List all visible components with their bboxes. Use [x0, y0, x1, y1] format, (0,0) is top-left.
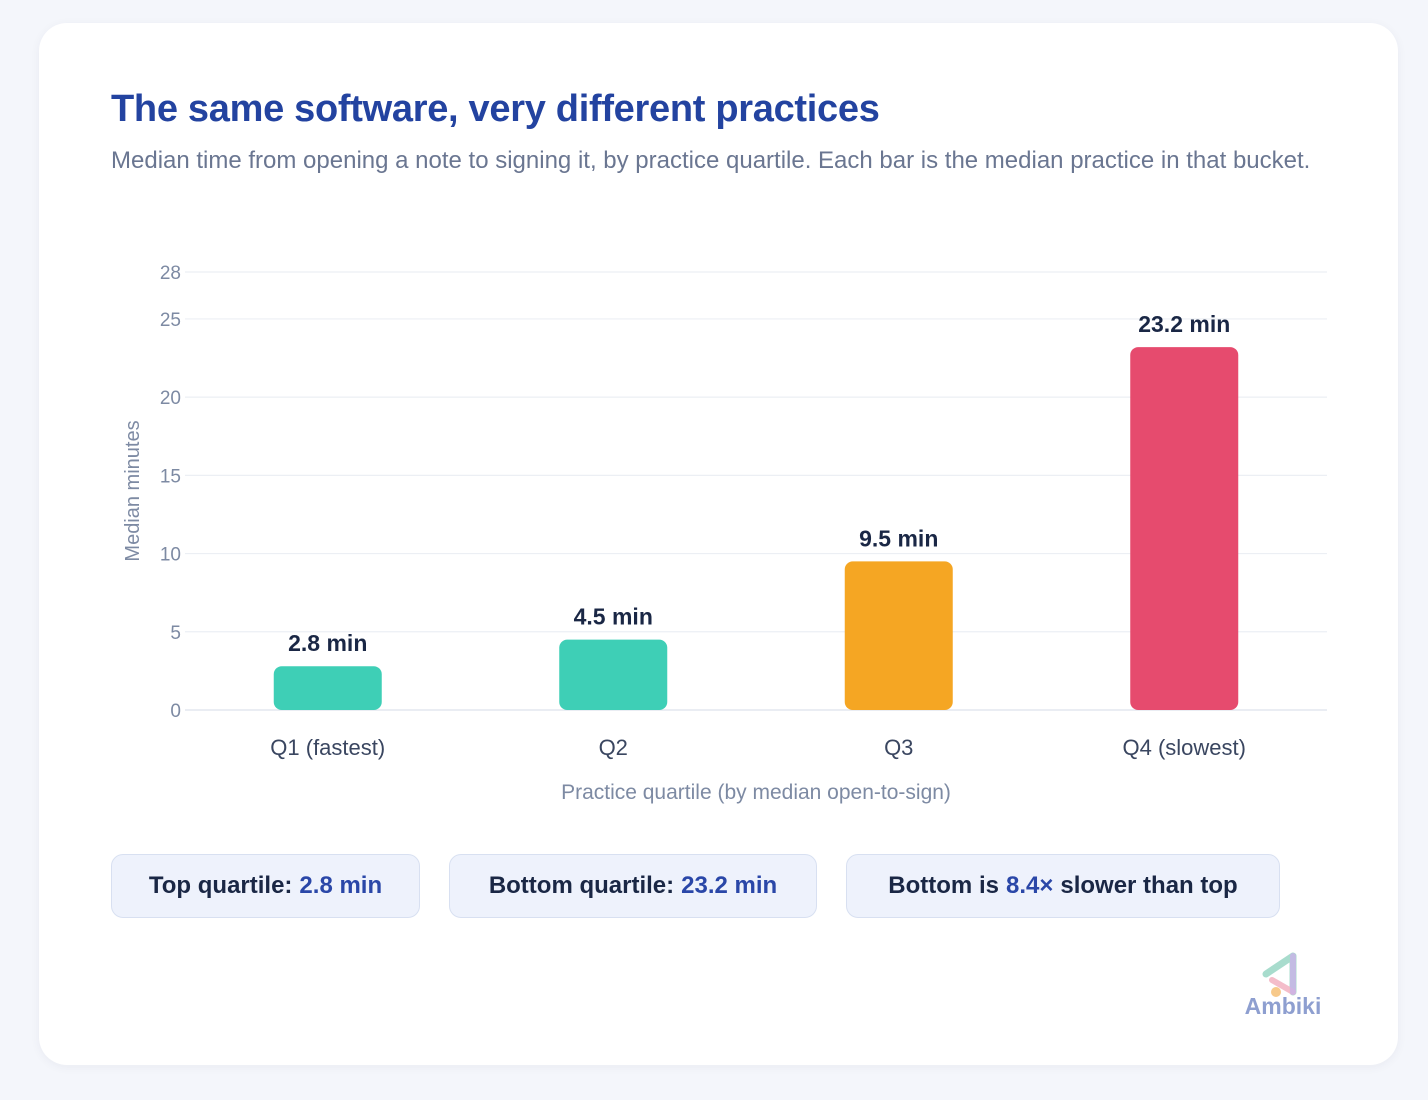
x-tick-label: Q3	[884, 735, 913, 760]
y-tick-label: 25	[160, 310, 181, 331]
brand-name: Ambiki	[1244, 993, 1322, 1019]
y-tick-label: 5	[170, 623, 181, 644]
page-subtitle: Median time from opening a note to signi…	[111, 147, 1311, 174]
stat-value: 8.4×	[1005, 872, 1054, 899]
bar-value-label: 23.2 min	[1138, 311, 1230, 337]
stat-label: Top quartile:	[148, 872, 293, 899]
bar-value-label: 4.5 min	[574, 604, 653, 630]
y-tick-label: 28	[160, 263, 181, 284]
y-tick-label: 0	[170, 701, 181, 722]
stat-ratio: Bottom is 8.4× slower than top	[846, 854, 1280, 918]
stat-label: Bottom quartile:	[488, 872, 675, 899]
x-tick-label: Q4 (slowest)	[1123, 735, 1246, 760]
x-axis-label: Practice quartile (by median open-to-sig…	[561, 781, 951, 804]
stat-label: Bottom is	[888, 872, 999, 899]
brand-logo: Ambiki	[1236, 950, 1330, 1022]
bar	[844, 561, 953, 710]
y-tick-label: 20	[160, 388, 181, 409]
stat-value: 2.8 min	[299, 872, 383, 899]
stat-value: 23.2 min	[681, 872, 778, 899]
page-title: The same software, very different practi…	[111, 88, 880, 130]
y-tick-label: 10	[160, 545, 181, 566]
bar-value-label: 9.5 min	[859, 525, 938, 551]
stat-bottom-quartile: Bottom quartile: 23.2 min	[449, 854, 817, 918]
bar	[273, 666, 382, 710]
y-axis-label: Median minutes	[122, 420, 144, 561]
y-tick-label: 15	[160, 466, 181, 487]
bar	[1130, 347, 1239, 710]
stat-suffix: slower than top	[1060, 872, 1238, 899]
bar-chart: 0 5 10 15 20 25 28 Median minutes 2.8 min Q1 (fas…	[122, 263, 1327, 804]
stat-top-quartile: Top quartile: 2.8 min	[111, 854, 420, 918]
x-tick-label: Q1 (fastest)	[270, 735, 385, 760]
ambiki-logo-icon	[1262, 952, 1297, 997]
bar	[559, 639, 668, 710]
x-tick-label: Q2	[599, 735, 628, 760]
bar-value-label: 2.8 min	[288, 630, 367, 656]
